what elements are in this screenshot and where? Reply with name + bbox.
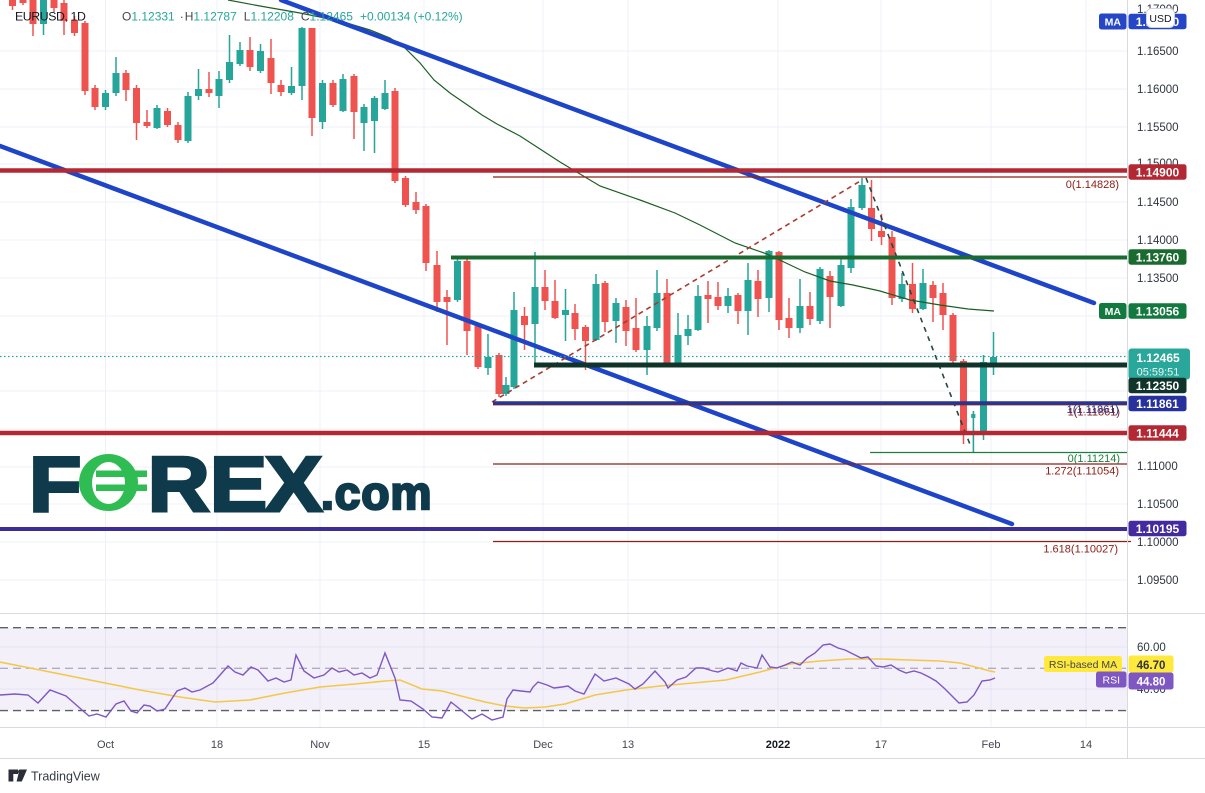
svg-text:1.10195: 1.10195 bbox=[1136, 522, 1180, 536]
svg-text:Nov: Nov bbox=[310, 739, 330, 751]
svg-text:X: X bbox=[265, 442, 322, 529]
svg-text:RSI-based MA: RSI-based MA bbox=[1049, 659, 1117, 671]
svg-text:E: E bbox=[210, 442, 267, 529]
svg-text:1.10000: 1.10000 bbox=[1137, 537, 1179, 549]
svg-text:14: 14 bbox=[1080, 739, 1092, 751]
svg-text:1.14500: 1.14500 bbox=[1137, 197, 1179, 209]
svg-text:1.13500: 1.13500 bbox=[1137, 273, 1179, 285]
svg-text:13: 13 bbox=[622, 739, 634, 751]
svg-text:1.11444: 1.11444 bbox=[1136, 426, 1179, 440]
svg-text:0(1.11214): 0(1.11214) bbox=[1068, 453, 1120, 465]
svg-text:.com: .com bbox=[321, 467, 432, 519]
svg-text:MA: MA bbox=[1105, 16, 1122, 28]
svg-text:USD: USD bbox=[1149, 13, 1172, 25]
svg-text:1.16000: 1.16000 bbox=[1137, 84, 1179, 96]
svg-text:44.80: 44.80 bbox=[1137, 677, 1166, 689]
svg-text:1.618(1.10027): 1.618(1.10027) bbox=[1043, 544, 1118, 556]
svg-text:1.10500: 1.10500 bbox=[1137, 499, 1179, 511]
svg-text:Oct: Oct bbox=[97, 739, 114, 751]
svg-text:EURUSD, 1D: EURUSD, 1D bbox=[15, 10, 86, 24]
svg-text:1.11861: 1.11861 bbox=[1136, 397, 1179, 411]
svg-text:1.15500: 1.15500 bbox=[1137, 122, 1179, 134]
svg-text:46.70: 46.70 bbox=[1137, 660, 1166, 672]
svg-text:Dec: Dec bbox=[533, 739, 553, 751]
svg-text:0(1.14828): 0(1.14828) bbox=[1066, 179, 1119, 191]
svg-text:1.16500: 1.16500 bbox=[1137, 46, 1179, 58]
svg-text:15: 15 bbox=[418, 739, 430, 751]
svg-text:1.11000: 1.11000 bbox=[1137, 461, 1178, 473]
svg-text:1.09500: 1.09500 bbox=[1137, 575, 1179, 587]
svg-text:1(1.11861): 1(1.11861) bbox=[1068, 407, 1120, 419]
svg-text:2022: 2022 bbox=[766, 739, 790, 751]
svg-text:17: 17 bbox=[875, 739, 887, 751]
svg-text:1(1.11861): 1(1.11861) bbox=[1067, 404, 1119, 416]
svg-text:60.00: 60.00 bbox=[1137, 642, 1166, 654]
svg-text:1.12350: 1.12350 bbox=[1136, 379, 1180, 393]
svg-text:1.13760: 1.13760 bbox=[1136, 250, 1180, 264]
svg-text:1.13056: 1.13056 bbox=[1136, 304, 1180, 318]
svg-text:18: 18 bbox=[211, 739, 223, 751]
svg-text:MA: MA bbox=[1105, 306, 1122, 318]
svg-text:TradingView: TradingView bbox=[31, 770, 101, 784]
svg-text:1.14000: 1.14000 bbox=[1137, 235, 1179, 247]
svg-text:1.12465: 1.12465 bbox=[1136, 351, 1180, 365]
svg-text:1.14900: 1.14900 bbox=[1136, 165, 1180, 179]
svg-text:R: R bbox=[148, 442, 210, 529]
svg-text:05:59:51: 05:59:51 bbox=[1137, 367, 1180, 379]
svg-text:RSI: RSI bbox=[1102, 674, 1120, 686]
svg-text:Feb: Feb bbox=[982, 739, 1001, 751]
svg-text:F: F bbox=[29, 442, 81, 529]
svg-text:1.272(1.11054): 1.272(1.11054) bbox=[1045, 466, 1119, 478]
